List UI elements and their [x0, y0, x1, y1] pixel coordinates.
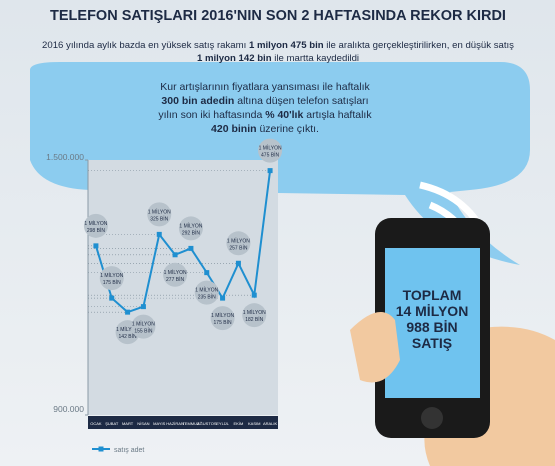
value-label: 1 MİLYON	[211, 312, 234, 319]
value-label: 1 MİLYON	[227, 237, 250, 244]
value-label: 142 BİN	[119, 333, 137, 340]
x-tick-label: ARALIK	[263, 421, 278, 426]
value-label: 175 BİN	[214, 319, 232, 326]
value-label: 1 MİLYON	[179, 222, 202, 229]
speech-bubble	[30, 62, 530, 265]
month-strip	[88, 416, 278, 429]
text-segment: Kur artışlarının fiyatlara yansıması ile…	[160, 81, 370, 93]
label-bubble	[210, 306, 235, 331]
value-label: 1 MİLYON	[132, 321, 155, 328]
value-label: 298 BİN	[87, 227, 105, 234]
x-tick-label: NİSAN	[137, 421, 149, 426]
text-segment: altına düşen telefon satışları	[234, 95, 368, 107]
text-segment: yılın son iki haftasında	[158, 109, 265, 121]
value-label: 155 BİN	[134, 328, 152, 335]
label-bubble	[194, 280, 219, 305]
point	[93, 243, 99, 249]
value-label: 235 BİN	[198, 294, 216, 301]
label-bubble	[258, 138, 283, 163]
text-segment: 1 milyon 142 bin	[197, 53, 272, 64]
point	[140, 304, 146, 310]
point	[267, 168, 273, 174]
chart: 2016 yılında aylık bazda en yüksek satış…	[42, 40, 514, 454]
text-line: 1 milyon 142 bin ile martta kaydedildi	[197, 53, 359, 64]
value-label: 1 MİLYON	[259, 145, 282, 152]
x-tick-label: AĞUSTOS	[197, 421, 217, 426]
y-tick-label: 900.000	[53, 404, 84, 414]
x-tick-label: EYLÜL	[216, 421, 229, 426]
text-line: 2016 yılında aylık bazda en yüksek satış…	[42, 40, 514, 51]
point	[220, 295, 226, 301]
label-bubble	[163, 262, 188, 287]
label-bubble	[131, 314, 156, 339]
text-segment: 420 binin	[211, 123, 257, 135]
label-bubble	[99, 266, 124, 291]
y-tick-label: 1.500.000	[46, 152, 84, 162]
point	[204, 270, 210, 276]
value-label: 1 MİLYON	[243, 309, 266, 316]
thumb	[350, 312, 400, 383]
line	[94, 170, 272, 314]
text-line: 300 bin adedin altına düşen telefon satı…	[161, 95, 368, 107]
value-label: 1 MİLYON	[195, 287, 218, 294]
value-label: 325 BİN	[150, 215, 168, 222]
value-label: 1 MİLYON	[84, 220, 107, 227]
x-tick-label: OCAK	[90, 421, 102, 426]
value-label: 475 BİN	[261, 152, 279, 159]
text-segment: üzerine çıktı.	[257, 123, 319, 135]
legend-label: satış adet	[114, 447, 144, 454]
text-segment: 300 bin adedin	[161, 95, 234, 107]
point	[109, 295, 115, 301]
point	[125, 309, 131, 315]
point	[251, 292, 257, 298]
text-segment: artışla haftalık	[303, 109, 372, 121]
x-tick-label: TEMMUZ	[182, 421, 200, 426]
point	[188, 245, 194, 251]
point	[235, 260, 241, 266]
phone-text: TOPLAM	[403, 287, 462, 303]
x-tick-label: ŞUBAT	[105, 421, 119, 426]
label-bubble	[242, 303, 267, 328]
phone-text: SATIŞ	[412, 335, 452, 351]
phone-text: 14 MİLYON	[396, 303, 469, 319]
text-line: yılın son iki haftasında % 40'lık artışl…	[158, 109, 372, 121]
x-tick-label: KASIM	[248, 421, 260, 426]
phone-text: 988 BİN	[406, 319, 457, 335]
x-tick-label: MAYIS	[153, 421, 165, 426]
phone-screen	[385, 248, 480, 398]
text-segment: % 40'lık	[265, 109, 303, 121]
plot-area	[88, 160, 278, 415]
value-label: 257 BİN	[229, 244, 247, 251]
value-label: 1 MİLYON	[164, 269, 187, 276]
text-segment: ile aralıkta gerçekleştirilirken, en düş…	[324, 40, 515, 51]
value-label: 175 BİN	[103, 279, 121, 286]
value-label: 1 MİLYON	[148, 208, 171, 215]
title: TELEFON SATIŞLARI 2016'NIN SON 2 HAFTASI…	[50, 8, 506, 24]
label-bubble	[178, 216, 203, 241]
x-tick-label: HAZİRAN	[166, 421, 184, 426]
value-label: 182 BİN	[245, 316, 263, 323]
text-segment: ile martta kaydedildi	[272, 53, 359, 64]
text-segment: 1 milyon 475 bin	[249, 40, 324, 51]
x-tick-label: MART	[122, 421, 134, 426]
value-label: 292 BİN	[182, 229, 200, 236]
text-line: 420 binin üzerine çıktı.	[211, 123, 319, 135]
legend-marker	[98, 446, 104, 452]
x-tick-label: EKİM	[234, 421, 244, 426]
text-line: Kur artışlarının fiyatlara yansıması ile…	[160, 81, 370, 93]
value-label: 277 BİN	[166, 276, 184, 283]
point	[156, 231, 162, 237]
label-bubble	[226, 231, 251, 256]
phone-button	[421, 407, 443, 429]
value-label: 1 MİLYON	[100, 272, 123, 279]
text-segment: 2016 yılında aylık bazda en yüksek satış…	[42, 40, 249, 51]
point	[172, 252, 178, 258]
label-bubble	[83, 213, 108, 238]
value-label: 1 MİLYON	[116, 326, 139, 333]
label-bubble	[147, 202, 172, 227]
